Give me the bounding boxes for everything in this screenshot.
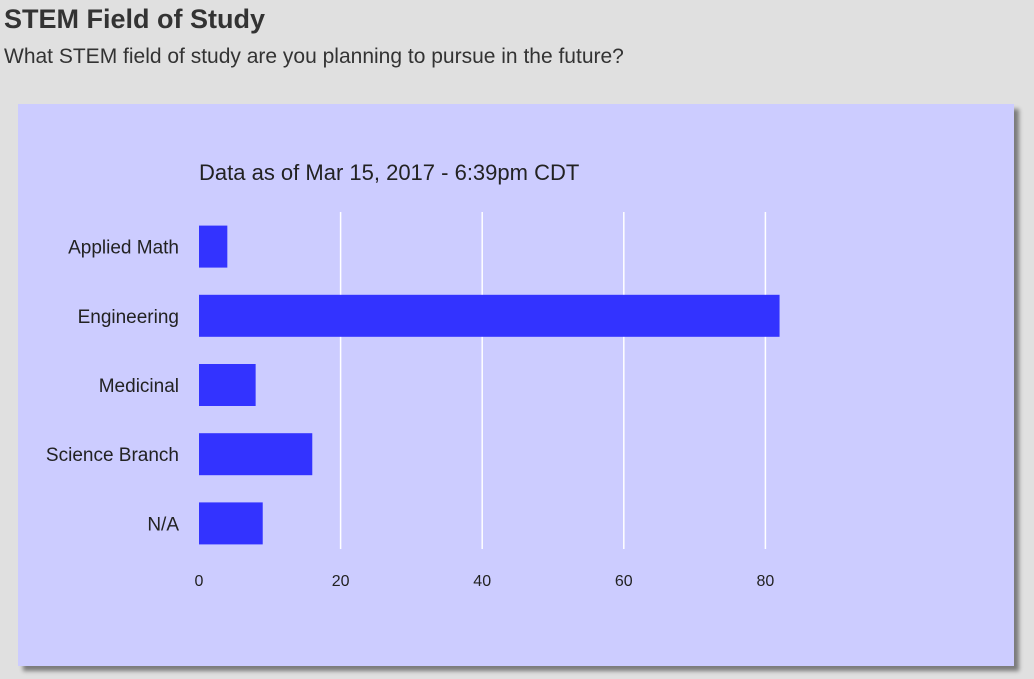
- page-subtitle: What STEM field of study are you plannin…: [4, 45, 624, 68]
- category-label: N/A: [147, 514, 179, 535]
- chart-card: Data as of Mar 15, 2017 - 6:39pm CDT App…: [18, 104, 1014, 666]
- bar[interactable]: [199, 225, 228, 268]
- category-label: Science Branch: [46, 445, 179, 466]
- category-label: Medicinal: [99, 376, 179, 397]
- x-tick-label: 0: [195, 573, 204, 590]
- bar[interactable]: [199, 364, 256, 406]
- bar-chart: Data as of Mar 15, 2017 - 6:39pm CDT App…: [46, 160, 780, 590]
- x-tick-labels: 0 20 40 60 80: [195, 573, 775, 590]
- category-label: Applied Math: [68, 238, 179, 259]
- bar[interactable]: [199, 502, 263, 545]
- chart-title: Data as of Mar 15, 2017 - 6:39pm CDT: [199, 160, 579, 185]
- page-title: STEM Field of Study: [4, 4, 265, 34]
- category-labels: Applied Math Engineering Medicinal Science …: [46, 238, 179, 536]
- x-tick-label: 20: [332, 573, 350, 590]
- bar[interactable]: [199, 294, 780, 337]
- category-label: Engineering: [78, 307, 179, 328]
- bars: [199, 225, 780, 545]
- gridlines: [339, 212, 767, 549]
- x-tick-label: 80: [757, 573, 775, 590]
- x-tick-label: 60: [615, 573, 633, 590]
- x-tick-label: 40: [473, 573, 491, 590]
- bar[interactable]: [199, 433, 313, 476]
